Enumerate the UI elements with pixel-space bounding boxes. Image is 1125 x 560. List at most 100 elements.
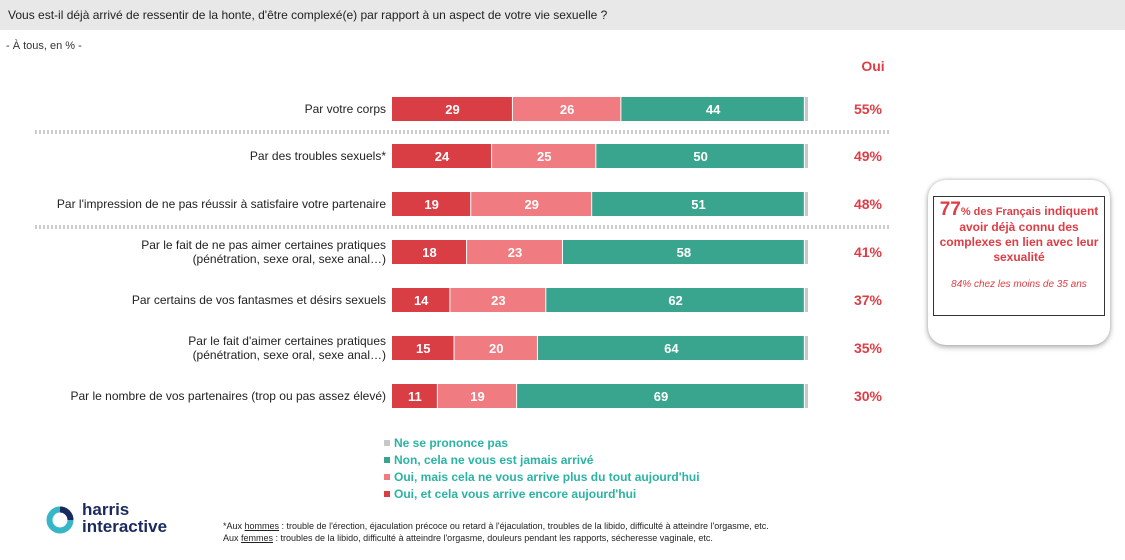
bar-value-label: 23 <box>491 293 505 308</box>
bar-segment-encore <box>392 240 467 264</box>
bar-segment-jamais <box>517 384 804 408</box>
category-label-line: (pénétration, sexe oral, sexe anal…) <box>193 252 386 266</box>
bar-segment-jamais <box>596 144 804 168</box>
category-label: Par l'impression de ne pas réussir à sat… <box>57 197 386 211</box>
bar-segment-npp <box>804 336 808 360</box>
bar-segment-encore <box>392 192 471 216</box>
bar-value-label: 69 <box>654 389 668 404</box>
oui-total: 30% <box>854 388 883 404</box>
bar-segment-encore <box>392 384 437 408</box>
bar-segment-encore <box>392 288 450 312</box>
callout-main-text: 77% des Français indiquent avoir déjà co… <box>934 199 1104 265</box>
question-bar: Vous est-il déjà arrivé de ressentir de … <box>0 0 1125 30</box>
bar-value-label: 26 <box>560 102 574 117</box>
bar-segment-encore <box>392 336 454 360</box>
bar-segment-plus <box>492 144 596 168</box>
legend-swatch-plus <box>384 473 390 480</box>
legend-label: Ne se prononce pas <box>394 435 509 450</box>
legend-swatch-npp <box>384 439 390 446</box>
legend-item-plus: Oui, mais cela ne vous arrive plus du to… <box>384 468 700 485</box>
bar-segment-jamais <box>546 288 804 312</box>
oui-total: 48% <box>854 196 883 212</box>
bar-segment-npp <box>804 192 808 216</box>
footnote-men-term: hommes <box>244 521 280 531</box>
bar-segment-plus <box>437 384 517 408</box>
legend-item-npp: Ne se prononce pas <box>384 434 700 451</box>
bar-value-label: 19 <box>424 197 438 212</box>
bar-segment-plus <box>454 336 537 360</box>
legend-label: Oui, et cela vous arrive encore aujourd'… <box>394 486 637 501</box>
bar-segment-encore <box>392 144 492 168</box>
legend-label: Non, cela ne vous est jamais arrivé <box>394 452 594 467</box>
oui-total: 49% <box>854 148 883 164</box>
bar-value-label: 19 <box>470 389 484 404</box>
legend-swatch-jamais <box>384 456 390 463</box>
bar-segment-plus <box>467 240 562 264</box>
oui-total: 37% <box>854 292 883 308</box>
legend-item-jamais: Non, cela ne vous est jamais arrivé <box>384 451 700 468</box>
summary-callout: 77% des Français indiquent avoir déjà co… <box>928 180 1110 345</box>
oui-total: 55% <box>854 101 883 117</box>
bar-value-label: 14 <box>414 293 429 308</box>
stacked-bar-chart: Par votre corps 29 26 44 55% Par des troubles… <box>35 97 890 408</box>
footnote: *Aux hommes : trouble de l'érection, éja… <box>223 520 769 544</box>
oui-total: 35% <box>854 340 883 356</box>
bar-segment-jamais <box>537 336 804 360</box>
bar-value-label: 29 <box>524 197 538 212</box>
category-label: Par le nombre de vos partenaires (trop o… <box>71 389 387 403</box>
bar-segment-npp <box>804 97 808 121</box>
callout-rest: indiquent avoir déjà connu des complexes… <box>939 204 1099 264</box>
bar-value-label: 23 <box>508 245 522 260</box>
footnote-women-text: : troubles de la libido, difficulté à at… <box>273 533 713 543</box>
footnote-women-prefix: Aux <box>223 533 242 543</box>
category-label-line: Par le fait d'aimer certaines pratiques <box>188 334 386 348</box>
callout-subnote: 84% chez les moins de 35 ans <box>951 279 1087 290</box>
bar-value-label: 62 <box>668 293 682 308</box>
footnote-women: Aux femmes : troubles de la libido, diff… <box>223 532 769 544</box>
callout-big-number: 77 <box>939 199 961 220</box>
bar-segment-plus <box>450 288 546 312</box>
footnote-women-term: femmes <box>241 533 274 543</box>
bar-value-label: 50 <box>693 149 707 164</box>
bar-segment-npp <box>804 240 808 264</box>
bar-segment-jamais <box>562 240 804 264</box>
bar-segment-npp <box>804 144 808 168</box>
bar-segment-plus <box>471 192 592 216</box>
bar-value-label: 15 <box>416 341 430 356</box>
base-note: - À tous, en % - <box>6 40 82 52</box>
callout-lead: % des Français <box>960 206 1041 218</box>
bar-value-label: 44 <box>706 102 721 117</box>
bar-value-label: 29 <box>445 102 459 117</box>
bar-segment-npp <box>804 288 808 312</box>
bar-value-label: 11 <box>408 389 422 404</box>
category-label-line: Par le fait de ne pas aimer certaines pr… <box>141 238 386 252</box>
legend-item-encore: Oui, et cela vous arrive encore aujourd'… <box>384 485 700 502</box>
legend: Ne se prononce pas Non, cela ne vous est… <box>384 434 700 502</box>
summary-callout-box: 77% des Français indiquent avoir déjà co… <box>933 196 1105 316</box>
category-label: Par le fait de ne pas aimer certaines pr… <box>141 238 386 266</box>
category-label: Par certains de vos fantasmes et désirs … <box>132 293 386 307</box>
logo-wordmark: harris interactive <box>82 501 167 535</box>
category-label: Par votre corps <box>305 102 386 116</box>
footnote-men-prefix: *Aux <box>223 521 245 531</box>
bar-segment-jamais <box>592 192 804 216</box>
bar-segment-encore <box>392 97 512 121</box>
bar-value-label: 64 <box>664 341 679 356</box>
logo-line-2: interactive <box>82 517 168 536</box>
category-label: Par le fait d'aimer certaines pratiques(… <box>188 334 386 362</box>
footnote-men: *Aux hommes : trouble de l'érection, éja… <box>223 520 769 532</box>
bar-segment-plus <box>512 97 621 121</box>
oui-column-header: Oui <box>861 58 885 74</box>
oui-total: 41% <box>854 244 883 260</box>
logo-line-1: harris <box>82 500 130 519</box>
bar-value-label: 58 <box>677 245 691 260</box>
logo-ring-icon <box>46 506 74 534</box>
question-text: Vous est-il déjà arrivé de ressentir de … <box>8 8 608 22</box>
bar-value-label: 24 <box>435 149 450 164</box>
bar-value-label: 18 <box>422 245 436 260</box>
category-label-line: (pénétration, sexe oral, sexe anal…) <box>193 348 386 362</box>
category-label: Par des troubles sexuels* <box>250 149 386 163</box>
footnote-men-text: : trouble de l'érection, éjaculation pré… <box>279 521 769 531</box>
bar-value-label: 51 <box>691 197 705 212</box>
legend-label: Oui, mais cela ne vous arrive plus du to… <box>394 469 700 484</box>
